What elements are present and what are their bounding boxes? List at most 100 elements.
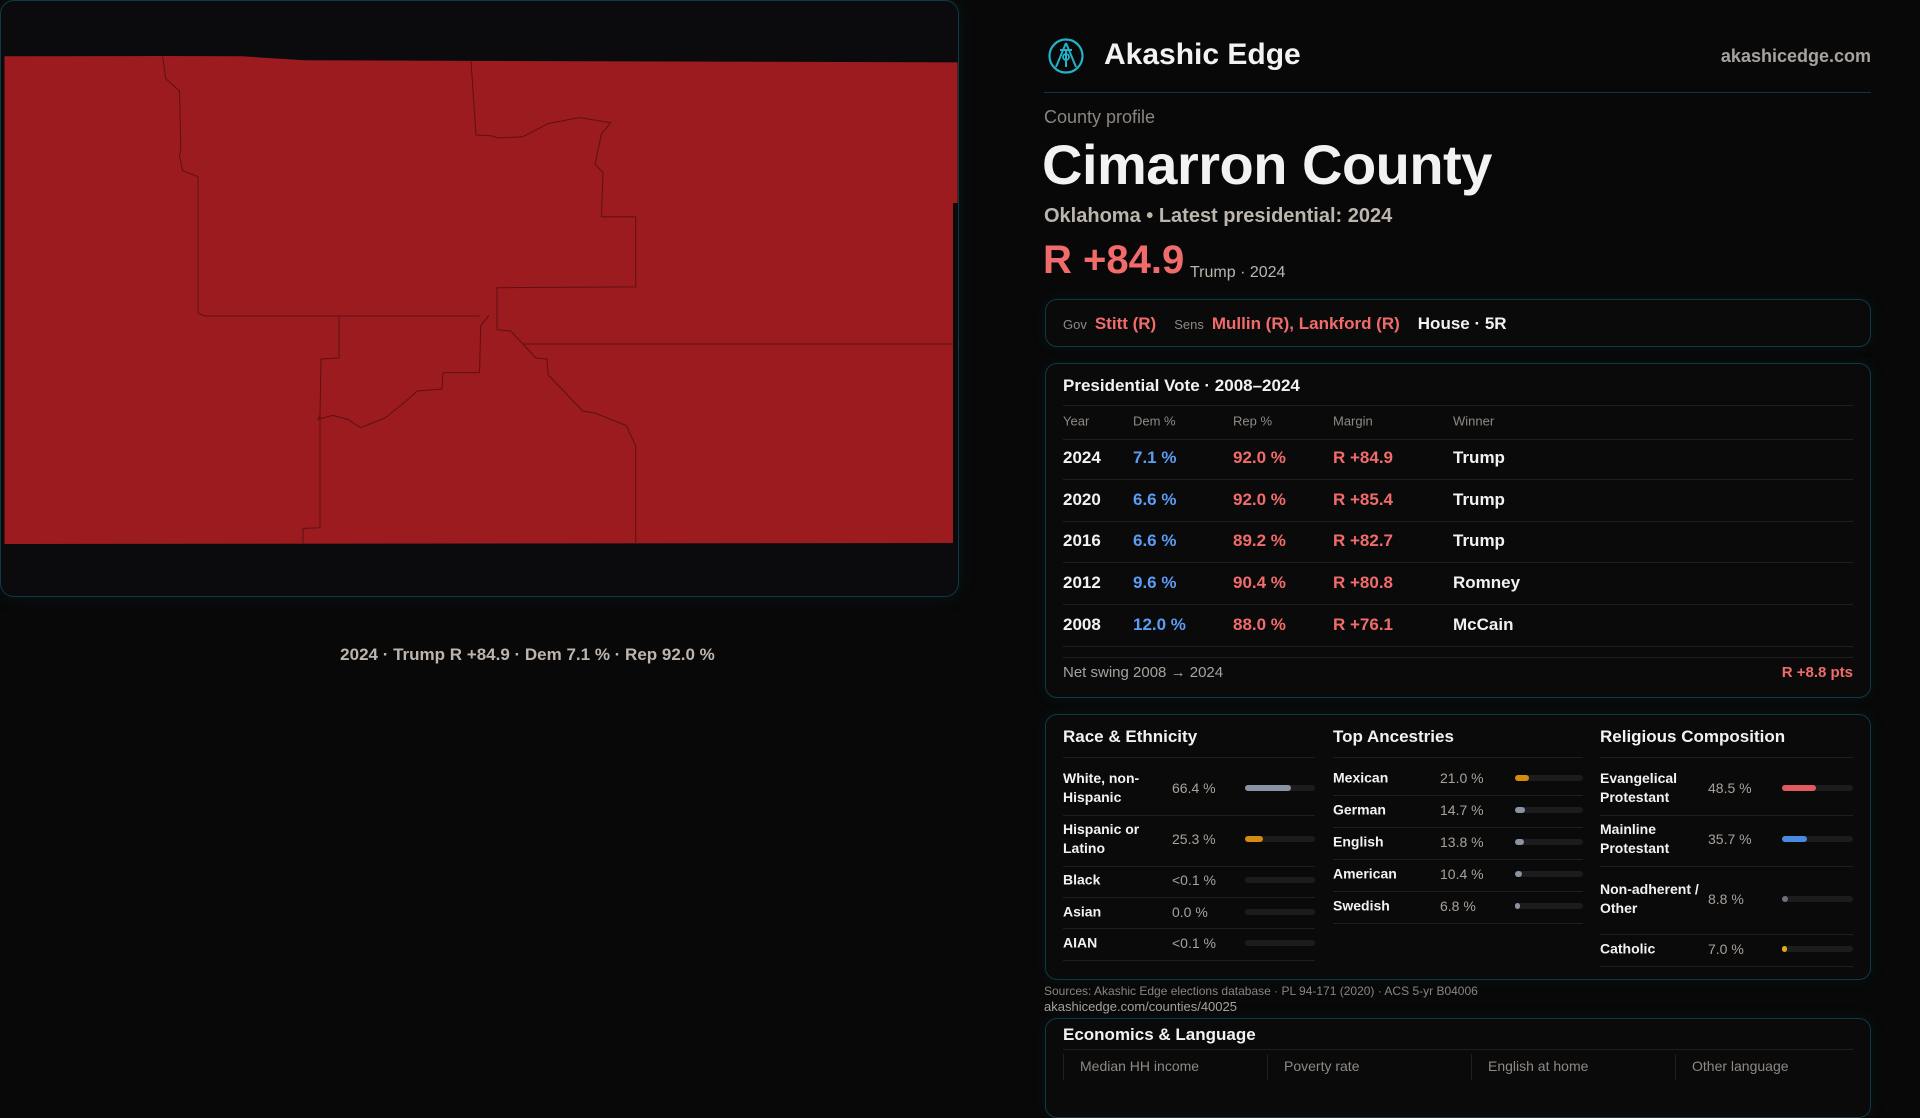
row-divider [1063, 645, 1853, 647]
cell-winner: Trump [1453, 448, 1505, 467]
page-title: Cimarron County [1042, 133, 1492, 196]
cell-rep: 88.0 % [1233, 614, 1286, 634]
net-swing-value: R +8.8 pts [1781, 664, 1853, 681]
religion-title: Religious Composition [1600, 727, 1786, 746]
column-header: Winner [1453, 413, 1495, 429]
header-divider [1044, 92, 1871, 93]
row-divider [1063, 960, 1315, 961]
cell-winner: McCain [1453, 614, 1514, 634]
cell-year: 2016 [1063, 531, 1101, 551]
akashic-sigil-icon [1047, 37, 1085, 75]
cell-year: 2008 [1063, 614, 1101, 634]
share-bar-fill [1245, 836, 1263, 842]
row-label: English [1333, 833, 1384, 850]
share-bar-fill [1515, 839, 1525, 845]
share-bar [1515, 807, 1583, 813]
row-label: Swedish [1333, 897, 1390, 914]
row-value: 25.3 % [1172, 831, 1216, 847]
row-value: 10.4 % [1440, 866, 1484, 882]
column-header: Year [1063, 413, 1090, 429]
presidential-vote-panel [1045, 363, 1871, 698]
share-bar-fill [1515, 871, 1523, 877]
row-divider [1333, 827, 1583, 828]
share-bar [1245, 909, 1315, 915]
cell-dem: 9.6 % [1133, 573, 1177, 593]
share-bar [1515, 871, 1583, 877]
share-bar-fill [1782, 836, 1808, 842]
row-value: 35.7 % [1708, 831, 1752, 847]
net-swing-label: Net swing 2008 → 2024 [1063, 664, 1224, 681]
row-label: American [1333, 865, 1397, 882]
row-divider [1600, 815, 1853, 816]
row-label: Mainline Protestant [1600, 821, 1670, 856]
gov-label: Gov [1063, 317, 1087, 332]
row-value: <0.1 % [1172, 872, 1216, 888]
row-divider [1063, 479, 1853, 480]
row-value: 0.0 % [1172, 904, 1208, 920]
row-divider [1333, 891, 1583, 892]
row-label: White, non-Hispanic [1063, 770, 1140, 805]
share-bar [1245, 940, 1315, 946]
share-bar [1782, 785, 1853, 791]
section-divider [1063, 757, 1315, 758]
share-bar [1245, 836, 1315, 842]
row-value: <0.1 % [1172, 935, 1216, 951]
section-divider [1600, 757, 1853, 758]
cell-winner: Trump [1453, 531, 1505, 551]
row-label: Black [1063, 871, 1101, 888]
row-label: German [1333, 801, 1386, 818]
cell-winner: Trump [1453, 489, 1505, 509]
county-map-panel[interactable] [0, 0, 959, 597]
table-divider [1063, 405, 1853, 406]
table-divider [1063, 657, 1853, 658]
site-link[interactable]: akashicedge.com [1720, 46, 1871, 66]
share-bar-fill [1782, 785, 1817, 791]
county-map[interactable] [0, 0, 959, 597]
share-bar [1245, 877, 1315, 883]
economics-stat: Other language [1675, 1054, 1879, 1080]
cell-margin: R +76.1 [1333, 614, 1394, 634]
share-bar [1515, 903, 1583, 909]
brand-name: Akashic Edge [1104, 38, 1301, 71]
house-delegation: House · 5R [1417, 314, 1507, 333]
row-label: Evangelical Protestant [1600, 770, 1678, 805]
share-bar-fill [1245, 785, 1292, 791]
demographics-panel [1045, 714, 1871, 980]
cell-dem: 6.6 % [1133, 489, 1177, 509]
economics-title: Economics & Language [1063, 1025, 1256, 1044]
cell-dem: 6.6 % [1133, 531, 1177, 551]
cell-year: 2012 [1063, 573, 1101, 593]
cell-margin: R +84.9 [1333, 448, 1394, 467]
row-label: Non-adherent / Other [1600, 881, 1699, 916]
row-divider [1333, 795, 1583, 796]
share-bar-fill [1782, 946, 1787, 952]
cell-rep: 89.2 % [1233, 531, 1286, 551]
share-bar [1782, 896, 1853, 902]
officials-bar: Gov Stitt (R) Sens Mullin (R), Lankford … [1045, 299, 1871, 347]
column-header: Rep % [1233, 413, 1273, 429]
subtitle: Oklahoma • Latest presidential: 2024 [1044, 205, 1393, 227]
row-divider [1063, 928, 1315, 929]
row-label: Asian [1063, 903, 1102, 920]
share-bar-fill [1515, 775, 1530, 781]
sources-note: Sources: Akashic Edge elections database… [1044, 984, 1478, 998]
headline-margin: R +84.9 [1043, 238, 1185, 282]
cell-margin: R +85.4 [1333, 489, 1394, 509]
share-bar [1782, 836, 1853, 842]
page-url[interactable]: akashicedge.com/counties/40025 [1044, 999, 1237, 1014]
row-value: 14.7 % [1440, 802, 1484, 818]
ancestry-title: Top Ancestries [1333, 727, 1454, 746]
cell-winner: Romney [1453, 573, 1521, 593]
row-value: 13.8 % [1440, 834, 1484, 850]
row-value: 66.4 % [1172, 780, 1216, 796]
row-divider [1063, 815, 1315, 816]
row-value: 6.8 % [1440, 898, 1476, 914]
row-label: Catholic [1600, 940, 1656, 957]
share-bar-fill [1515, 903, 1520, 909]
county-shape[interactable] [4, 56, 958, 544]
precinct-boundaries [162, 56, 953, 544]
row-divider [1600, 866, 1853, 867]
cell-rep: 92.0 % [1233, 489, 1286, 509]
column-header: Margin [1333, 413, 1373, 429]
share-bar [1515, 839, 1583, 845]
